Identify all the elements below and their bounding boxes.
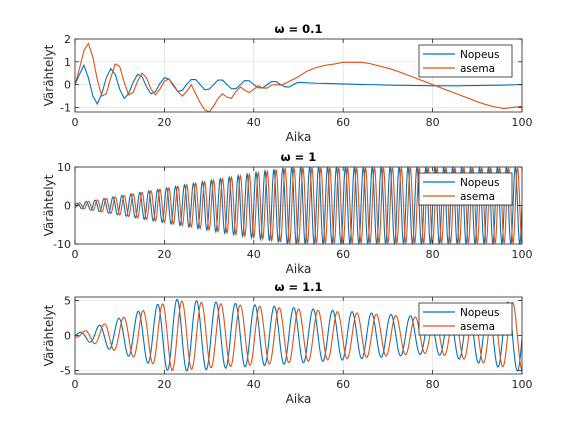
x-tick-label: 0 <box>72 116 79 129</box>
series-line-nopeus <box>75 63 522 106</box>
x-tick-label: 80 <box>426 248 440 261</box>
x-tick-label: 80 <box>426 116 440 129</box>
x-tick-label: 60 <box>336 116 350 129</box>
chart-title: ω = 0.1 <box>274 22 322 36</box>
y-axis-label: Värähtelyt <box>42 174 56 236</box>
y-tick-label: 10 <box>57 161 71 174</box>
y-tick-label: -10 <box>53 238 71 251</box>
legend-entry: asema <box>460 191 495 203</box>
y-tick-label: 5 <box>64 295 71 308</box>
legend-entry: Nopeus <box>460 49 500 61</box>
y-tick-label: 0 <box>64 200 71 213</box>
x-tick-label: 100 <box>512 116 533 129</box>
y-axis-label: Värähtelyt <box>42 44 56 106</box>
chart-title: ω = 1 <box>281 150 317 164</box>
legend-entry: Nopeus <box>460 177 500 189</box>
x-tick-label: 0 <box>72 378 79 391</box>
series-line-asema <box>75 300 522 372</box>
x-tick-label: 20 <box>157 116 171 129</box>
legend-box <box>418 44 513 78</box>
x-tick-label: 40 <box>247 248 261 261</box>
y-tick-label: 0 <box>64 330 71 343</box>
y-axis-label: Värähtelyt <box>42 304 56 366</box>
legend-entry: Nopeus <box>460 307 500 319</box>
series-line-nopeus <box>75 167 522 244</box>
x-tick-label: 20 <box>157 248 171 261</box>
chart-title: ω = 1.1 <box>274 280 322 294</box>
legend-box <box>418 172 513 206</box>
x-tick-label: 60 <box>336 378 350 391</box>
y-tick-label: -5 <box>60 365 71 378</box>
x-axis-label: Aika <box>286 130 312 144</box>
legend: Nopeus asema <box>418 302 513 336</box>
y-tick-label: 2 <box>64 33 71 46</box>
series-line-asema <box>75 42 522 112</box>
x-tick-label: 80 <box>426 378 440 391</box>
y-tick-label: -1 <box>60 101 71 114</box>
x-tick-label: 40 <box>247 378 261 391</box>
x-axis-label: Aika <box>286 262 312 276</box>
legend-entry: asema <box>460 321 495 333</box>
legend: Nopeus asema <box>418 44 513 78</box>
axes-frame <box>74 38 523 113</box>
legend-entry: asema <box>460 63 495 75</box>
x-tick-label: 100 <box>512 248 533 261</box>
x-axis-label: Aika <box>286 392 312 406</box>
x-tick-label: 0 <box>72 248 79 261</box>
x-tick-label: 100 <box>512 378 533 391</box>
y-tick-label: 0 <box>64 79 71 92</box>
x-tick-label: 20 <box>157 378 171 391</box>
legend: Nopeus asema <box>418 172 513 206</box>
legend-box <box>418 302 513 336</box>
x-tick-label: 60 <box>336 248 350 261</box>
y-tick-label: 1 <box>64 56 71 69</box>
x-tick-label: 40 <box>247 116 261 129</box>
